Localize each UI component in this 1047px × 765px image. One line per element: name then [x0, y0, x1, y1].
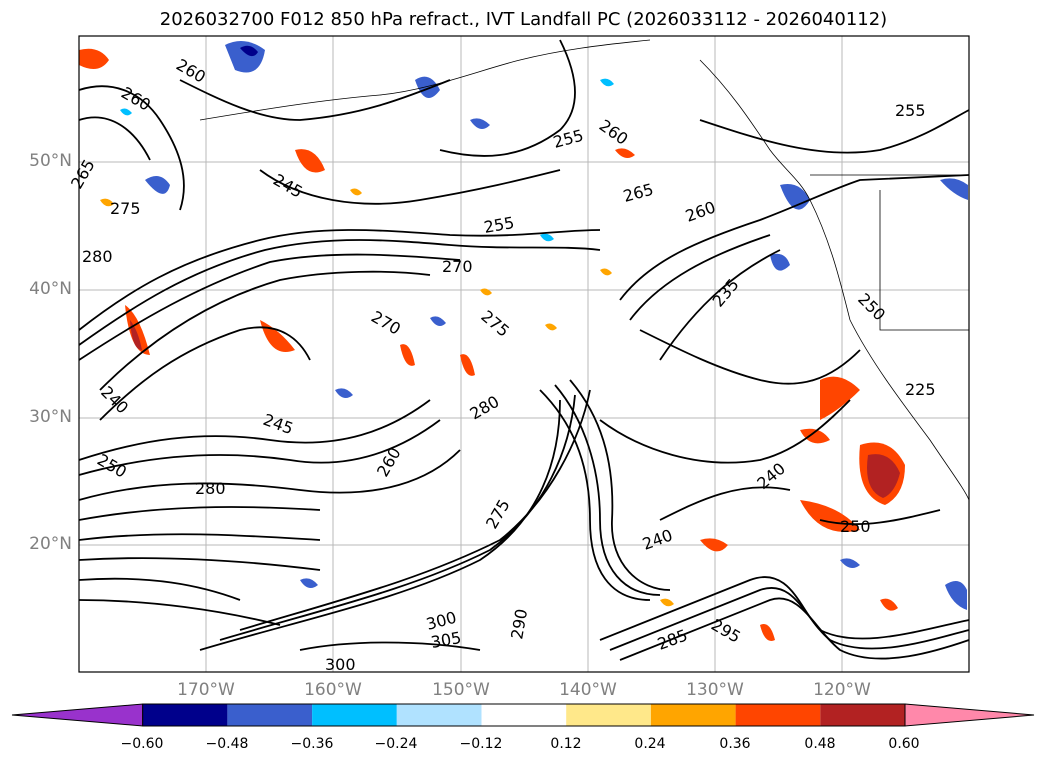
- lon-label-150w: 150°W: [432, 680, 490, 700]
- colorbar-segment: [312, 704, 397, 726]
- lon-label-170w: 170°W: [177, 680, 235, 700]
- colorbar-tick: −0.12: [459, 736, 503, 752]
- contour-label: 275: [110, 199, 141, 218]
- lon-label-120w: 120°W: [813, 680, 871, 700]
- colorbar-segment: [566, 704, 651, 726]
- coastlines: [199, 39, 970, 501]
- map-area: 260 260 255 265 275 245 255 260 265 260 …: [67, 35, 970, 674]
- colorbar-tick: −0.60: [120, 736, 164, 752]
- lon-label-160w: 160°W: [304, 680, 362, 700]
- contours: [78, 39, 970, 661]
- contour-label: 280: [82, 247, 113, 266]
- lon-label-130w: 130°W: [686, 680, 744, 700]
- colorbar: [11, 703, 1035, 727]
- map-title: 2026032700 F012 850 hPa refract., IVT La…: [159, 9, 888, 30]
- contour-label: 270: [442, 257, 473, 276]
- colorbar-tick: −0.48: [205, 736, 249, 752]
- lat-label-30n: 30°N: [29, 407, 72, 427]
- contour-label: 280: [195, 479, 226, 498]
- lat-label-50n: 50°N: [29, 151, 72, 171]
- lat-label-40n: 40°N: [29, 279, 72, 299]
- colorbar-segment: [735, 704, 821, 726]
- colorbar-segment: [142, 704, 228, 726]
- shading-negative: [120, 41, 968, 610]
- colorbar-tick: 0.24: [634, 736, 666, 752]
- colorbar-tick: −0.36: [290, 736, 334, 752]
- colorbar-extend-min: [11, 703, 144, 727]
- contour-label: 255: [895, 101, 926, 120]
- contour-label: 225: [905, 380, 936, 399]
- colorbar-extend-max: [904, 703, 1035, 727]
- lon-label-140w: 140°W: [559, 680, 617, 700]
- colorbar-border: [142, 703, 906, 727]
- contour-label: 300: [325, 655, 356, 674]
- colorbar-tick: 0.36: [719, 736, 751, 752]
- colorbar-tick: −0.24: [374, 736, 418, 752]
- colorbar-tick: 0.12: [550, 736, 582, 752]
- colorbar-segment: [396, 704, 482, 726]
- lat-label-20n: 20°N: [29, 534, 72, 554]
- contour-label: 250: [840, 517, 871, 536]
- colorbar-segment: [227, 704, 313, 726]
- map-border: [78, 35, 970, 673]
- colorbar-segment: [650, 704, 736, 726]
- colorbar-segment: [820, 704, 905, 726]
- colorbar-tick: 0.60: [888, 736, 920, 752]
- colorbar-tick: 0.48: [804, 736, 836, 752]
- shading-positive: [79, 48, 905, 641]
- colorbar-segment: [481, 704, 567, 726]
